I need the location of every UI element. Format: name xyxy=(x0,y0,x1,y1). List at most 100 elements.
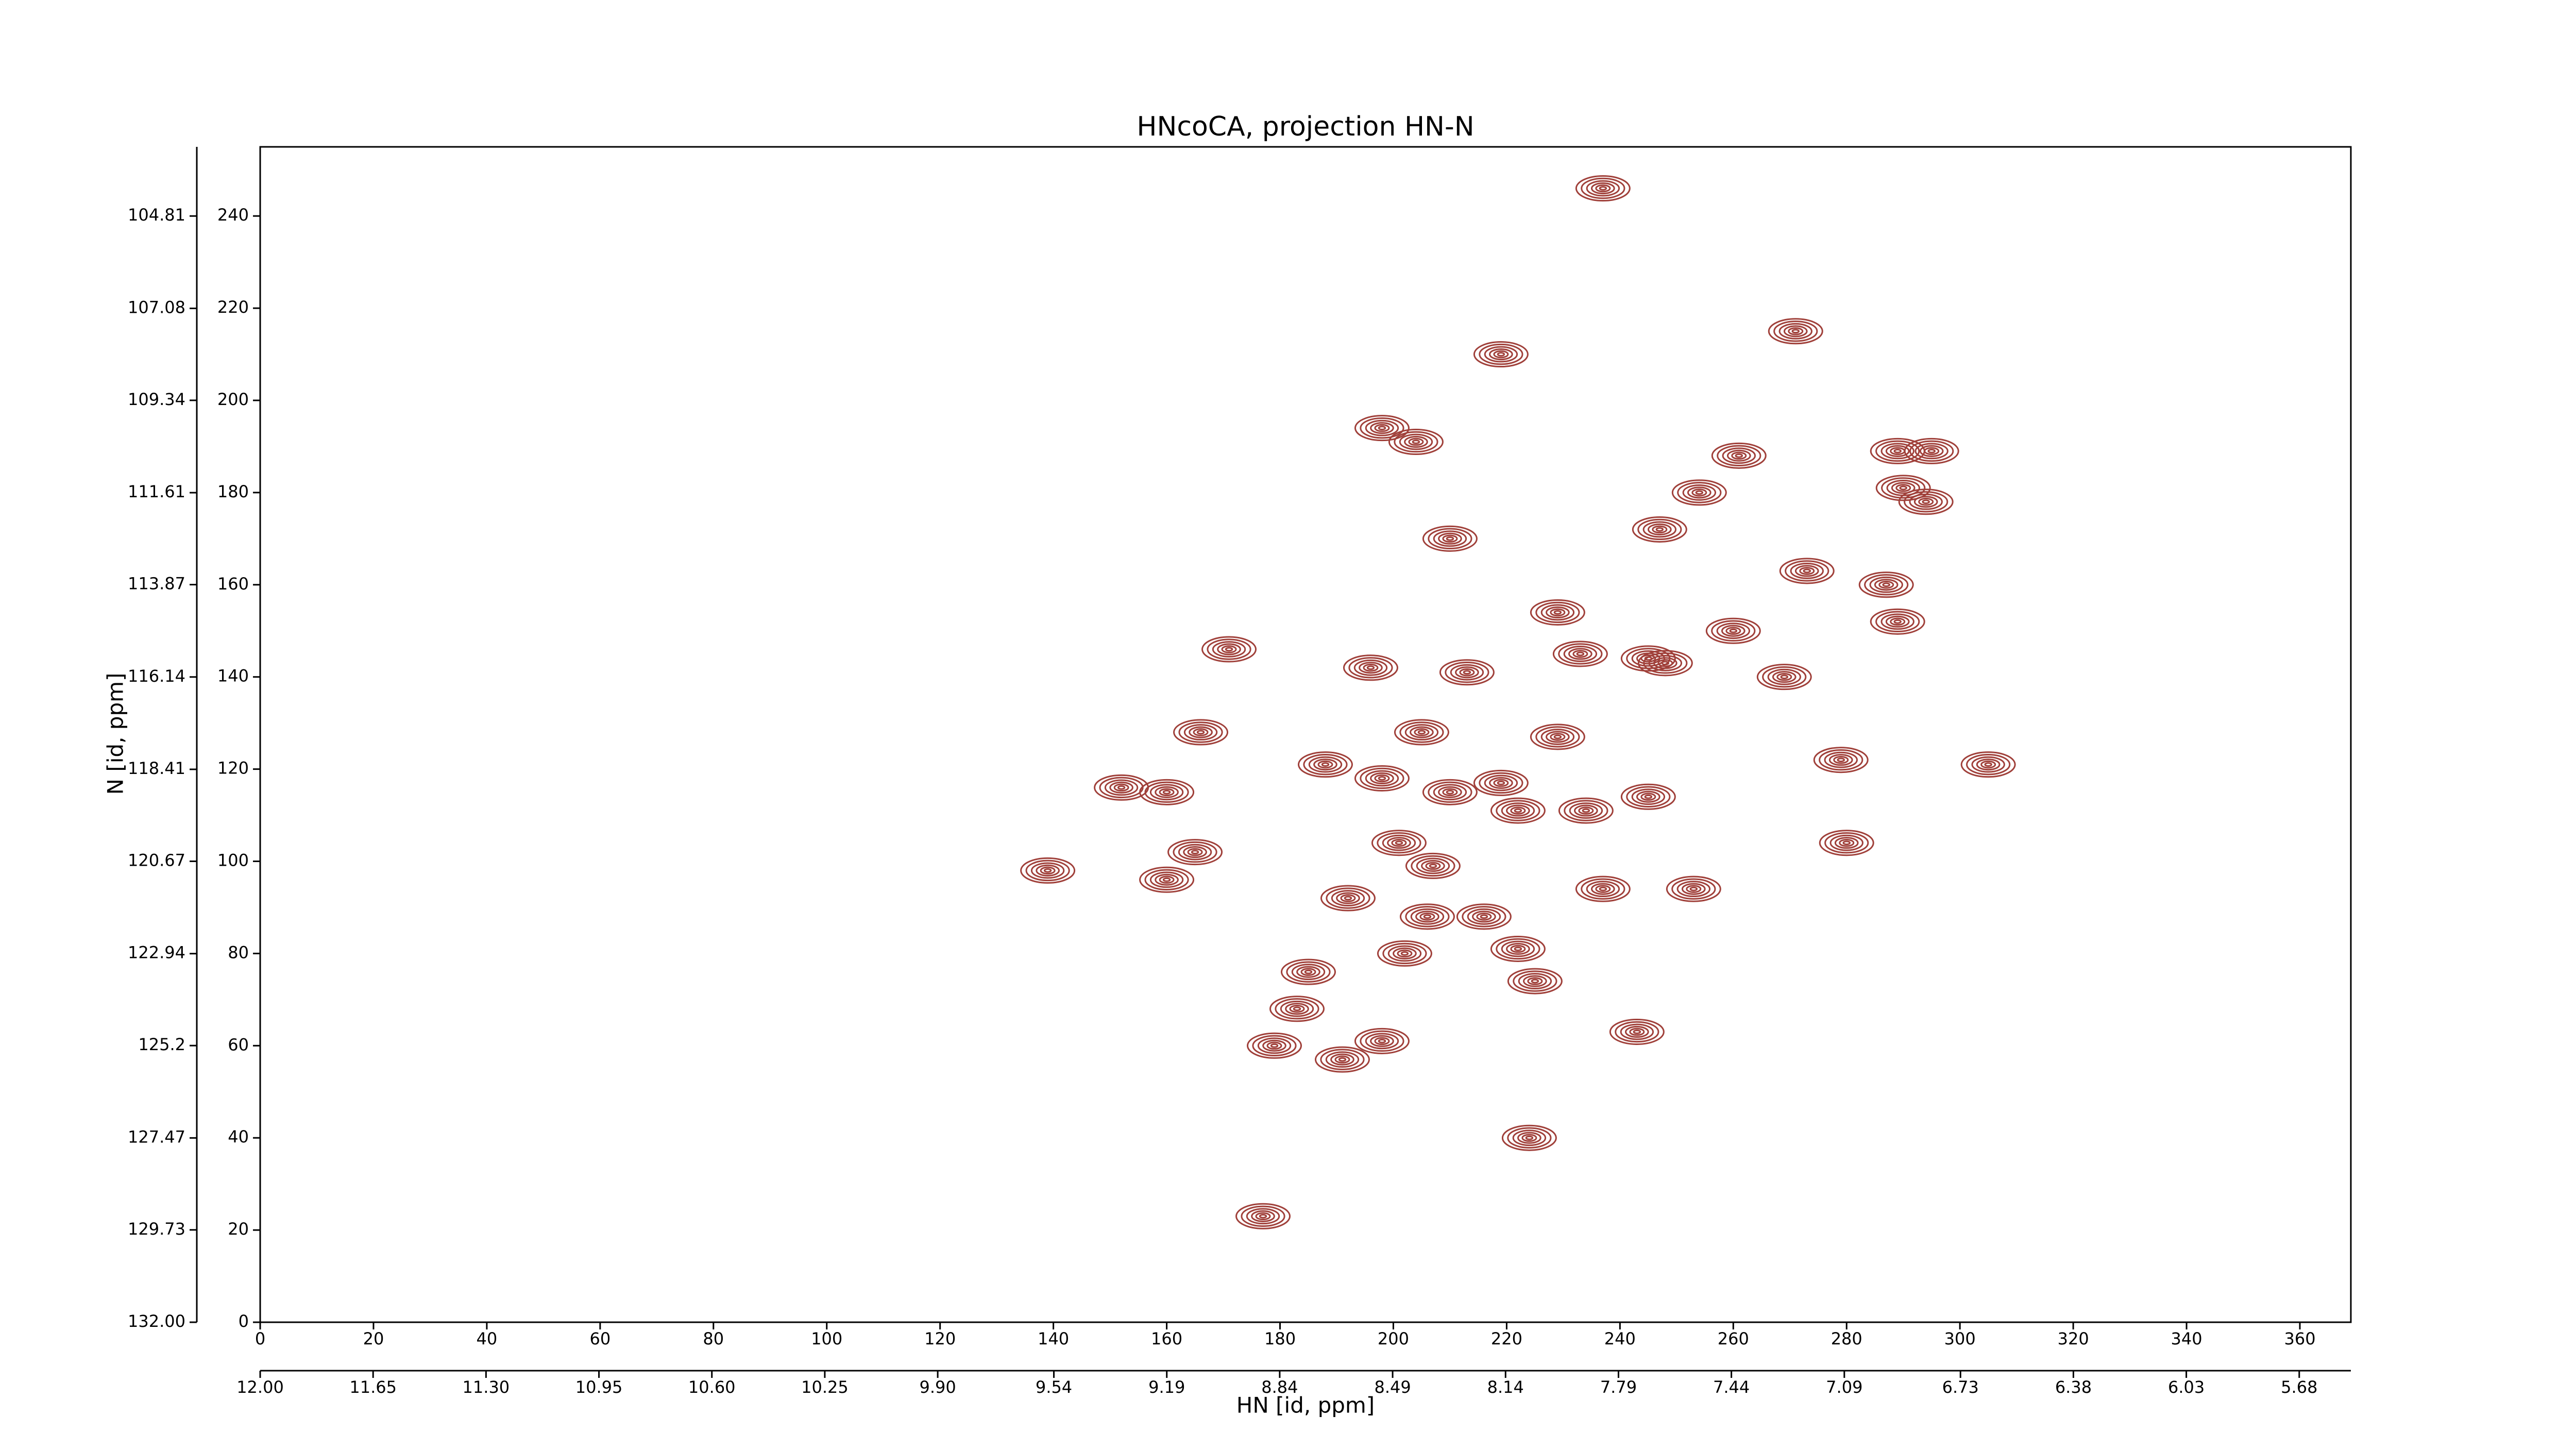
contour-ring xyxy=(1317,760,1333,769)
contour-ring xyxy=(1479,772,1523,794)
peak xyxy=(1870,608,1925,635)
contour-ring xyxy=(1525,1135,1534,1140)
peak xyxy=(1501,1124,1557,1151)
x2-tick-label: 10.95 xyxy=(575,1377,623,1397)
x-tick-label: 280 xyxy=(1831,1329,1862,1349)
x2-tick-label: 9.90 xyxy=(919,1377,956,1397)
contour-ring xyxy=(1144,869,1189,890)
contour-ring xyxy=(1966,753,2011,776)
contour-ring xyxy=(1159,875,1175,884)
contour-ring xyxy=(1891,482,1916,494)
contour-ring xyxy=(1445,662,1489,683)
contour-ring xyxy=(1575,875,1631,902)
contour-ring xyxy=(1655,527,1664,532)
contour-ring xyxy=(1517,1132,1541,1144)
contour-ring xyxy=(1893,448,1902,453)
peak xyxy=(1779,558,1835,584)
contour-ring xyxy=(1365,770,1399,787)
y2-tick-label: 111.61 xyxy=(128,482,185,501)
contour-ring xyxy=(1885,615,1910,628)
contour-ring xyxy=(1899,485,1907,491)
x-tick-label: 140 xyxy=(1038,1329,1069,1349)
contour-ring xyxy=(1472,911,1496,923)
contour-ring xyxy=(1354,765,1410,791)
contour-ring xyxy=(1252,1035,1297,1056)
x2-tick-label: 9.54 xyxy=(1036,1377,1072,1397)
peak xyxy=(1473,769,1529,796)
peak xyxy=(1530,723,1585,750)
contour-ring xyxy=(1201,636,1257,663)
contour-ring xyxy=(1450,664,1484,681)
contour-ring xyxy=(1924,447,1940,456)
contour-ring xyxy=(1922,499,1930,504)
peak xyxy=(1575,175,1631,202)
contour-ring xyxy=(1552,641,1608,667)
contour-ring xyxy=(1637,518,1682,541)
contour-ring xyxy=(1648,654,1683,671)
x-tick-label: 260 xyxy=(1718,1329,1749,1349)
contour-ring xyxy=(1410,908,1445,925)
peak xyxy=(1094,774,1149,801)
contour-ring xyxy=(1595,184,1611,193)
contour-ring xyxy=(1984,762,1992,767)
contour-ring xyxy=(1575,175,1631,202)
x2-tick-label: 10.25 xyxy=(801,1377,849,1397)
contour-ring xyxy=(1280,1000,1314,1017)
contour-ring xyxy=(1173,719,1229,746)
contour-ring xyxy=(1819,749,1863,771)
contour-ring xyxy=(1572,650,1588,658)
x2-tick-label: 12.00 xyxy=(236,1377,284,1397)
contour-ring xyxy=(1365,1033,1399,1050)
contour-ring xyxy=(1308,756,1343,773)
contour-ring xyxy=(1387,837,1411,849)
contour-ring xyxy=(1507,1127,1552,1149)
peak xyxy=(1354,415,1410,442)
contour-ring xyxy=(1919,445,1944,457)
contour-ring xyxy=(1270,1043,1279,1048)
contour-ring xyxy=(1629,1027,1645,1036)
x-tick-label: 240 xyxy=(1604,1329,1636,1349)
contour-ring xyxy=(1591,883,1615,895)
peak xyxy=(1439,659,1495,686)
contour-ring xyxy=(1438,532,1462,545)
contour-ring xyxy=(1269,996,1325,1022)
contour-ring xyxy=(1442,788,1458,797)
contour-ring xyxy=(1578,806,1594,815)
contour-ring xyxy=(1113,783,1129,792)
contour-ring xyxy=(1412,440,1420,444)
contour-ring xyxy=(1354,415,1410,442)
contour-ring xyxy=(1365,419,1399,436)
contour-ring xyxy=(1377,832,1421,854)
y-tick-label: 80 xyxy=(228,942,249,962)
x2-tick-label: 5.68 xyxy=(2281,1377,2317,1397)
contour-ring xyxy=(1875,475,1931,501)
peak xyxy=(1388,428,1444,455)
contour-ring xyxy=(1711,620,1756,642)
contour-ring xyxy=(1387,945,1422,962)
contour-ring xyxy=(1880,443,1914,460)
contour-ring xyxy=(1568,648,1592,660)
peak xyxy=(1552,641,1608,667)
contour-ring xyxy=(1839,838,1855,847)
contour-ring xyxy=(1262,1039,1286,1052)
contour-ring xyxy=(1677,482,1722,503)
contour-ring xyxy=(1913,496,1938,508)
y2-tick-label: 129.73 xyxy=(128,1219,185,1239)
contour-ring xyxy=(1803,568,1811,574)
x2-tick-label: 8.14 xyxy=(1487,1377,1524,1397)
contour-ring xyxy=(1117,785,1126,790)
contour-ring xyxy=(1564,800,1608,821)
contour-ring xyxy=(1620,783,1676,810)
contour-ring xyxy=(1167,839,1223,866)
x-tick-label: 220 xyxy=(1491,1329,1522,1349)
y2-tick-label: 104.81 xyxy=(128,205,185,225)
peak xyxy=(1473,341,1529,368)
contour-ring xyxy=(1514,808,1522,813)
contour-ring xyxy=(1374,424,1390,432)
contour-ring xyxy=(1183,724,1218,740)
peak xyxy=(1167,839,1223,866)
x2-tick-label: 8.84 xyxy=(1261,1377,1298,1397)
peak xyxy=(1904,437,1959,464)
contour-ring xyxy=(1304,969,1313,974)
x2-tick-label: 6.03 xyxy=(2168,1377,2205,1397)
